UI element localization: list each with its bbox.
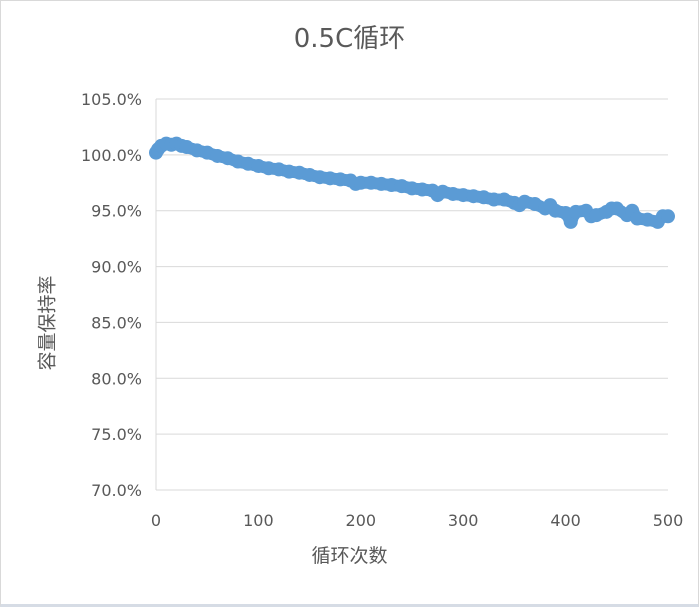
data-point: [333, 172, 348, 187]
x-axis-label: 循环次数: [311, 545, 388, 567]
chart-title: 0.5C循环: [293, 24, 406, 54]
data-point: [261, 161, 276, 176]
gridlines: [155, 98, 668, 491]
data-point: [353, 175, 368, 190]
x-tick-label: 400: [550, 511, 581, 530]
data-points: [149, 136, 675, 229]
x-tick-label: 200: [346, 511, 377, 530]
data-point: [312, 170, 327, 185]
data-point: [384, 178, 399, 193]
data-point: [445, 186, 460, 201]
y-tick-label: 85.0%: [91, 313, 142, 332]
data-point: [486, 192, 501, 207]
data-point: [374, 176, 389, 191]
y-tick-label: 75.0%: [91, 425, 142, 444]
y-tick-label: 80.0%: [91, 369, 142, 388]
data-point: [415, 182, 430, 197]
y-tick-label: 105.0%: [81, 90, 142, 109]
data-point: [609, 201, 624, 216]
data-point: [456, 188, 471, 203]
x-tick-labels: 0 100 200 300 400 500: [151, 511, 683, 530]
y-tick-label: 100.0%: [81, 146, 142, 165]
data-point: [364, 175, 379, 190]
x-tick-label: 500: [653, 511, 684, 530]
data-point: [568, 204, 583, 219]
data-point: [661, 209, 675, 224]
x-tick-label: 0: [151, 511, 161, 530]
data-point: [282, 164, 297, 179]
x-tick-label: 100: [243, 511, 274, 530]
data-point: [405, 181, 419, 196]
y-tick-label: 70.0%: [91, 481, 142, 500]
data-point: [466, 189, 481, 204]
data-point: [630, 211, 645, 226]
y-tick-label: 90.0%: [91, 258, 142, 277]
x-tick-label: 300: [448, 511, 479, 530]
y-tick-labels: 70.0% 75.0% 80.0% 85.0% 90.0% 95.0% 100.0% 105.…: [81, 90, 142, 500]
y-tick-label: 95.0%: [91, 202, 142, 221]
data-point: [323, 171, 338, 186]
